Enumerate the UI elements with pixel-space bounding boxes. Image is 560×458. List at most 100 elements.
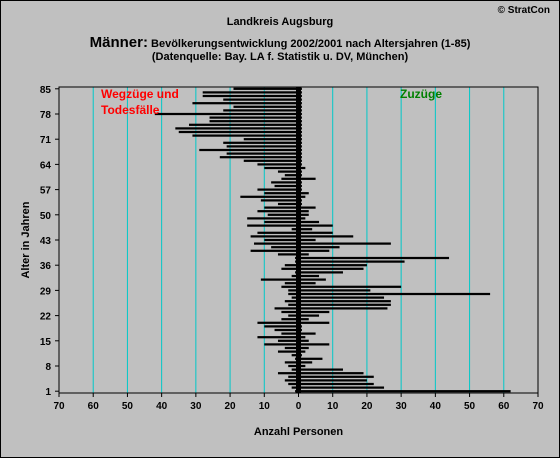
bar-outflow — [192, 102, 299, 105]
bar-outflow — [233, 105, 299, 108]
bar-outflow — [240, 195, 299, 198]
bar-outflow — [288, 314, 299, 317]
bar-outflow — [192, 134, 299, 137]
x-tick-label: 10 — [327, 401, 339, 412]
bar-inflow — [298, 231, 333, 234]
bar-outflow — [288, 364, 299, 368]
bar-outflow — [274, 307, 299, 310]
y-axis-label: Alter in Jahren — [20, 201, 32, 278]
bar-outflow — [274, 184, 299, 188]
bar-inflow — [298, 372, 364, 375]
bar-outflow — [257, 163, 299, 166]
bar-outflow — [260, 278, 299, 281]
bar-outflow — [243, 138, 299, 141]
x-axis-ticks: 70 60 50 40 30 20 10 0 10 20 30 40 50 60 70 — [53, 393, 544, 412]
bar-outflow — [178, 130, 299, 134]
bar-inflow — [298, 238, 316, 242]
x-tick-label: 50 — [122, 401, 134, 412]
bar-inflow — [298, 321, 330, 324]
bar-inflow — [298, 213, 309, 216]
bar-inflow — [298, 278, 326, 281]
bar-outflow — [175, 127, 299, 130]
bar-outflow — [264, 343, 299, 346]
chart-title-main: Männer: — [89, 34, 148, 51]
bar-outflow — [226, 145, 299, 148]
bar-outflow — [281, 285, 299, 288]
bar-inflow — [298, 368, 343, 371]
bar-inflow — [298, 350, 306, 353]
bar-inflow — [298, 217, 306, 220]
bar-inflow — [298, 282, 316, 285]
y-tick-label: 78 — [40, 110, 52, 121]
y-tick-label: 1 — [45, 387, 51, 398]
chart-title-sub: Bevölkerungsentwicklung 2002/2001 nach A… — [147, 38, 471, 50]
bar-inflow — [298, 224, 333, 227]
bar-inflow — [298, 195, 306, 198]
bar-inflow — [298, 303, 391, 306]
y-axis-ticks: 1 8 15 22 29 36 43 50 57 64 71 78 85 — [40, 85, 59, 398]
x-tick-label: 20 — [225, 401, 237, 412]
x-tick-label: 40 — [430, 401, 442, 412]
bar-outflow — [277, 339, 299, 342]
bar-inflow — [298, 314, 320, 317]
bar-inflow — [298, 271, 343, 274]
bar-outflow — [288, 303, 299, 306]
bar-inflow — [298, 296, 385, 299]
bar-outflow — [264, 220, 299, 224]
x-tick-label: 30 — [396, 401, 408, 412]
bar-outflow — [264, 192, 299, 195]
y-tick-label: 57 — [40, 186, 52, 197]
bar-outflow — [288, 382, 299, 386]
bar-outflow — [250, 235, 299, 238]
y-tick-label: 15 — [40, 337, 52, 348]
y-tick-label: 22 — [40, 312, 52, 323]
bar-inflow — [298, 210, 309, 213]
bar-outflow — [219, 156, 299, 159]
bar-outflow — [274, 328, 299, 332]
bar-outflow — [291, 274, 299, 278]
x-tick-label: 70 — [53, 401, 65, 412]
bar-inflow — [298, 246, 340, 249]
bar-outflow — [291, 228, 299, 231]
bar-inflow — [298, 192, 309, 195]
bar-outflow — [209, 120, 299, 123]
bar-inflow — [298, 274, 320, 278]
bar-inflow — [298, 386, 385, 389]
bar-inflow — [298, 339, 309, 342]
bar-inflow — [298, 177, 316, 180]
bar-outflow — [223, 98, 299, 101]
y-tick-label: 43 — [40, 236, 52, 247]
x-tick-label: 40 — [156, 401, 168, 412]
bar-inflow — [298, 242, 391, 245]
bar-inflow — [298, 267, 364, 270]
bar-outflow — [189, 123, 299, 126]
bar-inflow — [298, 228, 313, 231]
bar-outflow — [257, 231, 299, 234]
bar-inflow — [298, 206, 316, 209]
bar-outflow — [277, 202, 299, 206]
bar-inflow — [298, 235, 354, 238]
y-tick-label: 29 — [40, 286, 52, 297]
x-tick-label: 10 — [259, 401, 271, 412]
bar-inflow — [298, 253, 309, 256]
bar-outflow — [209, 116, 299, 119]
copyright-label: © StratCon — [497, 5, 550, 16]
bar-outflow — [291, 386, 299, 389]
bar-outflow — [243, 159, 299, 162]
bar-inflow — [298, 249, 330, 252]
annotation-left-line2: Todesfälle — [101, 103, 160, 117]
bar-outflow — [199, 148, 299, 152]
bar-outflow — [284, 361, 299, 364]
y-tick-label: 8 — [45, 362, 51, 373]
bar-outflow — [250, 249, 299, 252]
y-tick-label: 50 — [40, 211, 52, 222]
annotation-right: Zuzüge — [400, 87, 442, 101]
bar-outflow — [257, 210, 299, 213]
bar-outflow — [257, 321, 299, 324]
bar-inflow — [298, 260, 405, 263]
bar-outflow — [254, 242, 299, 245]
bar-inflow — [298, 343, 330, 346]
annotation-left-line1: Wegzüge und — [101, 87, 179, 101]
bar-inflow — [298, 307, 388, 310]
